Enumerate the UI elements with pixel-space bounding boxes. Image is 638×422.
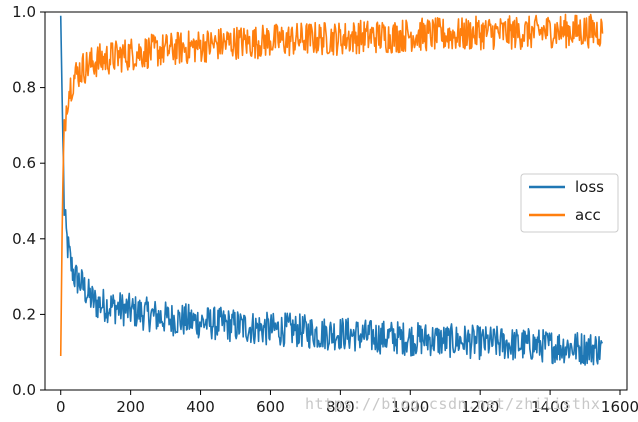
legend: loss acc <box>520 173 619 233</box>
x-axis: 0 200 400 600 800 1000 1200 1400 1600 <box>56 390 638 416</box>
x-tick-label: 1000 <box>391 398 429 416</box>
y-tick-label: 0.0 <box>12 381 36 399</box>
y-tick-label: 0.2 <box>12 305 36 323</box>
y-axis: 0.0 0.2 0.4 0.6 0.8 1.0 <box>12 3 45 399</box>
y-tick-label: 0.6 <box>12 154 36 172</box>
plot-frame <box>44 11 628 391</box>
plot-lines <box>59 13 604 366</box>
x-tick-label: 600 <box>256 398 285 416</box>
x-tick-label: 200 <box>116 398 145 416</box>
series-line-acc <box>59 13 604 356</box>
x-tick-label: 1400 <box>531 398 569 416</box>
legend-box <box>520 173 619 233</box>
x-tick-label: 1600 <box>601 398 638 416</box>
series-line-loss <box>59 15 604 366</box>
x-tick-label: 0 <box>56 398 66 416</box>
y-tick-label: 1.0 <box>12 3 36 21</box>
y-tick-label: 0.8 <box>12 79 36 97</box>
y-tick-label: 0.4 <box>12 230 36 248</box>
x-tick-label: 800 <box>326 398 355 416</box>
x-tick-label: 400 <box>186 398 215 416</box>
legend-label-loss: loss <box>575 178 604 196</box>
legend-label-acc: acc <box>575 206 601 224</box>
x-tick-label: 1200 <box>461 398 499 416</box>
watermark-text: https://blog.csdn.net/zhilisthx <box>305 395 600 413</box>
